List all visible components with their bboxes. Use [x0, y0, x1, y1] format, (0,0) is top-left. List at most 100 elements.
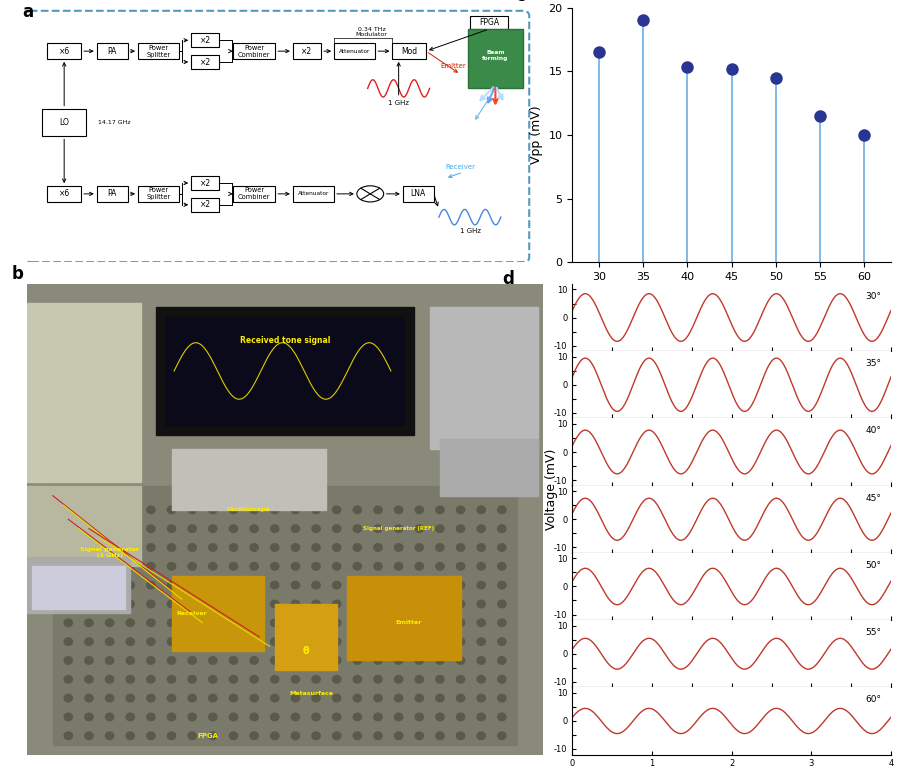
Circle shape	[292, 732, 300, 739]
Circle shape	[250, 732, 258, 739]
Circle shape	[188, 506, 196, 514]
Circle shape	[271, 713, 279, 721]
Circle shape	[64, 657, 72, 665]
Circle shape	[436, 732, 444, 739]
Circle shape	[415, 525, 423, 532]
Circle shape	[230, 544, 238, 551]
Circle shape	[498, 563, 506, 570]
Circle shape	[333, 713, 341, 721]
Circle shape	[209, 695, 217, 702]
Text: 1 GHz: 1 GHz	[461, 228, 482, 233]
Circle shape	[209, 563, 217, 570]
Bar	[27, 557, 130, 614]
Circle shape	[209, 657, 217, 665]
Circle shape	[85, 732, 93, 739]
Text: 1 GHz: 1 GHz	[388, 100, 410, 106]
Circle shape	[374, 544, 382, 551]
Circle shape	[312, 600, 320, 608]
Circle shape	[209, 713, 217, 721]
Circle shape	[126, 506, 134, 514]
Text: Emitter: Emitter	[440, 63, 465, 69]
Circle shape	[374, 732, 382, 739]
Circle shape	[353, 544, 362, 551]
Circle shape	[374, 525, 382, 532]
Text: Signal generator
(1 GHz): Signal generator (1 GHz)	[80, 547, 140, 557]
Circle shape	[415, 675, 423, 683]
Circle shape	[147, 732, 155, 739]
Text: Attenuator: Attenuator	[298, 192, 329, 196]
Bar	[440, 439, 538, 496]
X-axis label: θ (degree): θ (degree)	[699, 287, 764, 300]
Circle shape	[105, 581, 113, 589]
Circle shape	[64, 638, 72, 645]
Circle shape	[436, 563, 444, 570]
Circle shape	[477, 638, 485, 645]
Circle shape	[147, 713, 155, 721]
Circle shape	[312, 675, 320, 683]
Text: 60°: 60°	[866, 695, 881, 705]
Circle shape	[333, 600, 341, 608]
FancyBboxPatch shape	[233, 186, 275, 202]
Circle shape	[85, 619, 93, 627]
Circle shape	[415, 713, 423, 721]
Circle shape	[394, 619, 403, 627]
Circle shape	[126, 525, 134, 532]
Text: Signal generator (REF): Signal generator (REF)	[363, 526, 434, 531]
Circle shape	[353, 600, 362, 608]
Text: ×2: ×2	[302, 47, 312, 55]
Circle shape	[271, 732, 279, 739]
Circle shape	[167, 525, 176, 532]
Circle shape	[477, 713, 485, 721]
Bar	[172, 449, 327, 510]
FancyBboxPatch shape	[292, 186, 334, 202]
Circle shape	[353, 638, 362, 645]
Circle shape	[394, 675, 403, 683]
FancyBboxPatch shape	[191, 33, 220, 47]
Circle shape	[64, 713, 72, 721]
Circle shape	[64, 732, 72, 739]
Circle shape	[105, 732, 113, 739]
Circle shape	[436, 638, 444, 645]
FancyBboxPatch shape	[191, 198, 220, 212]
Circle shape	[126, 657, 134, 665]
Circle shape	[126, 732, 134, 739]
Circle shape	[271, 600, 279, 608]
Text: a: a	[22, 3, 33, 21]
FancyBboxPatch shape	[96, 186, 128, 202]
Circle shape	[85, 675, 93, 683]
Circle shape	[250, 713, 258, 721]
Circle shape	[394, 713, 403, 721]
Circle shape	[271, 563, 279, 570]
Circle shape	[64, 581, 72, 589]
Text: LNA: LNA	[410, 189, 426, 199]
Circle shape	[498, 581, 506, 589]
Text: 40°: 40°	[866, 427, 881, 436]
Circle shape	[292, 544, 300, 551]
Circle shape	[105, 506, 113, 514]
Circle shape	[292, 563, 300, 570]
Circle shape	[436, 525, 444, 532]
Bar	[347, 576, 461, 661]
Circle shape	[230, 695, 238, 702]
Circle shape	[477, 544, 485, 551]
FancyBboxPatch shape	[468, 29, 523, 89]
Circle shape	[85, 600, 93, 608]
Circle shape	[147, 695, 155, 702]
Circle shape	[292, 581, 300, 589]
Circle shape	[394, 638, 403, 645]
Circle shape	[250, 695, 258, 702]
Circle shape	[292, 506, 300, 514]
Circle shape	[353, 581, 362, 589]
Circle shape	[374, 563, 382, 570]
FancyBboxPatch shape	[470, 16, 508, 29]
Circle shape	[312, 713, 320, 721]
Circle shape	[292, 638, 300, 645]
Circle shape	[230, 732, 238, 739]
FancyBboxPatch shape	[334, 43, 375, 59]
Circle shape	[209, 638, 217, 645]
Circle shape	[436, 657, 444, 665]
Circle shape	[333, 695, 341, 702]
Circle shape	[126, 581, 134, 589]
Text: Attenuator: Attenuator	[339, 49, 371, 54]
FancyBboxPatch shape	[392, 43, 426, 59]
